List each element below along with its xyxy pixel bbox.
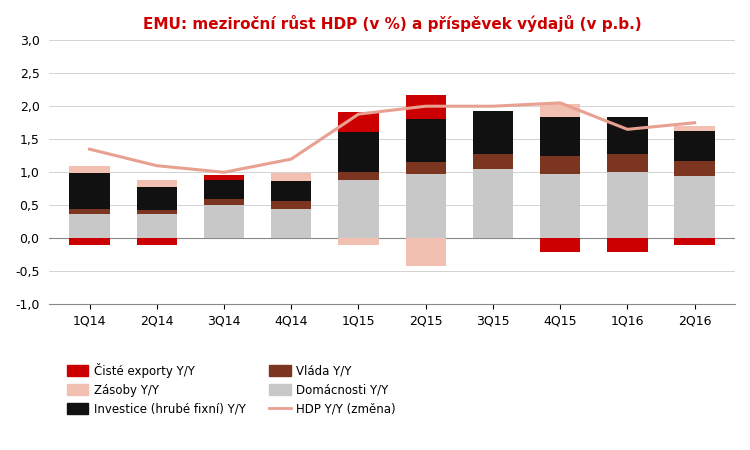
Bar (674, 126, 715, 131)
Bar (540, 104, 580, 117)
Bar (608, 238, 647, 252)
Title: EMU: meziroční růst HDP (v %) a příspěvek výdajů (v p.b.): EMU: meziroční růst HDP (v %) a příspěve… (142, 15, 641, 32)
Bar (472, 112, 513, 154)
Bar (338, 180, 379, 239)
Bar (271, 209, 311, 238)
Bar (338, 132, 379, 171)
Bar (338, 112, 379, 132)
Bar (204, 199, 245, 205)
Bar (338, 171, 379, 180)
Bar (70, 214, 110, 239)
Bar (136, 180, 177, 187)
Bar (674, 176, 715, 238)
Bar (472, 154, 513, 169)
Bar (136, 214, 177, 239)
Bar (136, 210, 177, 214)
Bar (540, 174, 580, 238)
Bar (70, 166, 110, 173)
Bar (136, 238, 177, 245)
Bar (674, 161, 715, 176)
Bar (608, 172, 647, 238)
Bar (674, 131, 715, 161)
Bar (472, 169, 513, 238)
Bar (204, 205, 245, 239)
Bar (406, 162, 446, 174)
Bar (406, 119, 446, 162)
Bar (406, 238, 446, 266)
Bar (406, 95, 446, 119)
Bar (271, 181, 311, 201)
Bar (338, 238, 379, 245)
Bar (540, 117, 580, 157)
Bar (608, 117, 647, 154)
Bar (406, 174, 446, 238)
Bar (540, 238, 580, 252)
Bar (674, 238, 715, 245)
Bar (136, 187, 177, 210)
Bar (608, 154, 647, 172)
Legend: Čisté exporty Y/Y, Zásoby Y/Y, Investice (hrubé fixní) Y/Y, Vláda Y/Y, Domácnost: Čisté exporty Y/Y, Zásoby Y/Y, Investice… (62, 358, 400, 420)
Bar (271, 201, 311, 209)
Bar (70, 173, 110, 209)
Bar (540, 157, 580, 174)
Bar (271, 173, 311, 181)
Bar (70, 209, 110, 214)
Bar (70, 238, 110, 245)
Bar (204, 175, 245, 180)
Bar (204, 180, 245, 199)
